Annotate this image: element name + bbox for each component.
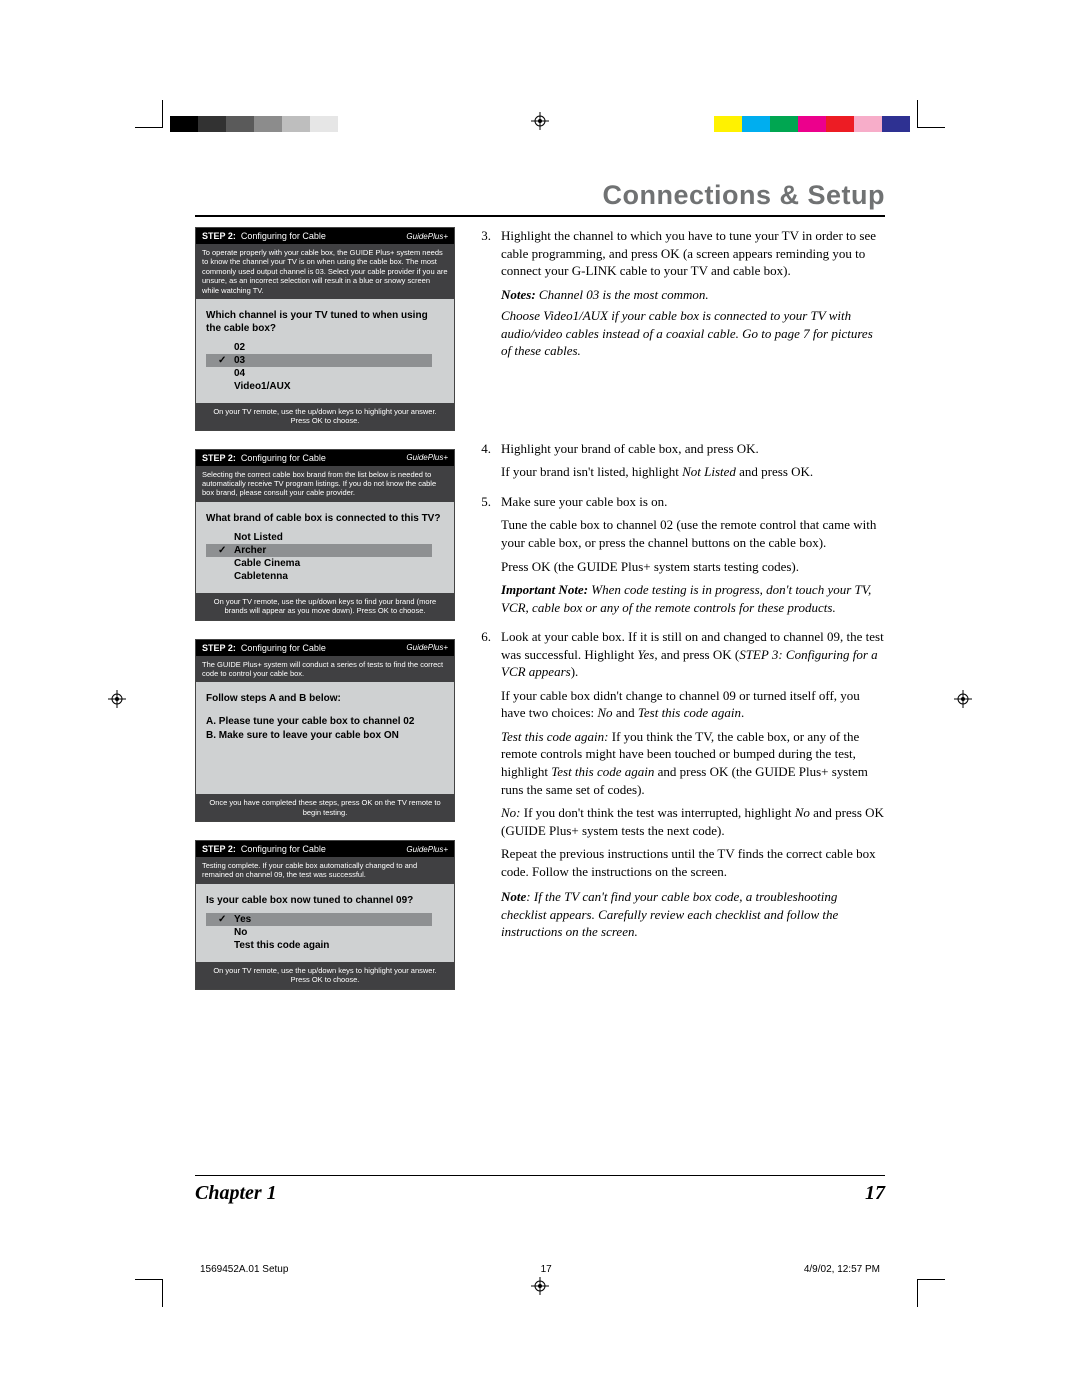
screen-list-item: Not Listed: [218, 531, 444, 544]
section-title: Connections & Setup: [195, 180, 885, 211]
screen-list-label: 04: [234, 368, 245, 379]
screen-footer: On your TV remote, use the up/down keys …: [196, 593, 454, 620]
crop-mark: [135, 1279, 163, 1307]
crop-mark: [135, 100, 163, 128]
screen-list: Not Listed ✓ Archer Cable Cinema Cabletenna: [196, 531, 454, 593]
screen-list-item: Video1/AUX: [218, 380, 444, 393]
color-swatch: [310, 116, 338, 132]
list-item: 5. Make sure your cable box is on. Tune …: [477, 493, 885, 622]
color-bar: [170, 116, 910, 132]
list-item: 6. Look at your cable box. If it is stil…: [477, 628, 885, 947]
color-swatch: [198, 116, 226, 132]
screen-list-item: Test this code again: [218, 939, 444, 952]
right-column: 3. Highlight the channel to which you ha…: [477, 227, 885, 990]
screen-list-label: Not Listed: [234, 532, 283, 543]
screen-list-item: Cable Cinema: [218, 557, 444, 570]
list-item: 4. Highlight your brand of cable box, an…: [477, 440, 885, 487]
color-swatch: [826, 116, 854, 132]
page-number: 17: [865, 1182, 885, 1205]
color-swatch: [282, 116, 310, 132]
screen-list-label: No: [234, 927, 247, 938]
screen-banner: Selecting the correct cable box brand fr…: [196, 466, 454, 502]
screen-header: STEP 2: Configuring for CableGuidePlus+: [196, 228, 454, 244]
registration-icon: [108, 690, 126, 708]
screen-banner: Testing complete. If your cable box auto…: [196, 857, 454, 884]
screen-list: 02 ✓ 03 04 Video1/AUX: [196, 341, 454, 403]
screen-question: Which channel is your TV tuned to when u…: [196, 299, 454, 341]
screen-panel: STEP 2: Configuring for CableGuidePlus+T…: [195, 840, 455, 990]
screen-question: Follow steps A and B below:: [196, 682, 454, 711]
crop-mark: [917, 1279, 945, 1307]
screen-body: A. Please tune your cable box to channel…: [196, 711, 454, 794]
screen-list-label: Cable Cinema: [234, 558, 300, 569]
screen-list-label: Archer: [234, 545, 266, 556]
screen-list-item: ✓ Archer: [206, 544, 432, 557]
color-swatch: [770, 116, 798, 132]
screen-list-item: 04: [218, 367, 444, 380]
screen-list-item: No: [218, 926, 444, 939]
screen-list: ✓ Yes No Test this code again: [196, 913, 454, 962]
screen-footer: Once you have completed these steps, pre…: [196, 794, 454, 821]
page-footer: Chapter 1 17: [195, 1175, 885, 1205]
color-swatch: [798, 116, 826, 132]
screen-list-label: 03: [234, 355, 245, 366]
chapter-label: Chapter 1: [195, 1182, 277, 1205]
imprint-date: 4/9/02, 12:57 PM: [804, 1264, 880, 1275]
screen-list-item: Cabletenna: [218, 570, 444, 583]
page: Connections & Setup STEP 2: Configuring …: [0, 0, 1080, 1397]
screen-header: STEP 2: Configuring for CableGuidePlus+: [196, 841, 454, 857]
screen-footer: On your TV remote, use the up/down keys …: [196, 962, 454, 989]
screen-list-item: ✓ Yes: [206, 913, 432, 926]
registration-icon: [954, 690, 972, 708]
imprint-mid: 17: [541, 1264, 552, 1275]
screen-header: STEP 2: Configuring for CableGuidePlus+: [196, 640, 454, 656]
color-swatch: [254, 116, 282, 132]
screen-banner: The GUIDE Plus+ system will conduct a se…: [196, 656, 454, 683]
color-swatch: [714, 116, 742, 132]
screen-panel: STEP 2: Configuring for CableGuidePlus+T…: [195, 639, 455, 823]
color-swatch: [882, 116, 910, 132]
imprint-doc: 1569452A.01 Setup: [200, 1264, 288, 1275]
screen-panel: STEP 2: Configuring for CableGuidePlus+S…: [195, 449, 455, 621]
imprint-line: 1569452A.01 Setup 17 4/9/02, 12:57 PM: [200, 1264, 880, 1275]
left-column: STEP 2: Configuring for CableGuidePlus+T…: [195, 227, 455, 990]
color-swatch: [226, 116, 254, 132]
screen-banner: To operate properly with your cable box,…: [196, 244, 454, 299]
screen-question: Is your cable box now tuned to channel 0…: [196, 884, 454, 913]
crop-mark: [917, 100, 945, 128]
screen-question: What brand of cable box is connected to …: [196, 502, 454, 531]
screen-list-label: 02: [234, 342, 245, 353]
notes-block: Notes: Channel 03 is the most common. Ch…: [501, 286, 885, 360]
color-swatch: [854, 116, 882, 132]
screen-list-item: 02: [218, 341, 444, 354]
check-icon: ✓: [218, 545, 228, 556]
screen-panel: STEP 2: Configuring for CableGuidePlus+T…: [195, 227, 455, 431]
color-swatch: [170, 116, 198, 132]
screen-list-label: Yes: [234, 914, 251, 925]
list-item: 3. Highlight the channel to which you ha…: [477, 227, 885, 280]
screen-list-label: Test this code again: [234, 940, 329, 951]
registration-icon: [531, 1277, 549, 1295]
screen-footer: On your TV remote, use the up/down keys …: [196, 403, 454, 430]
page-content: Connections & Setup STEP 2: Configuring …: [195, 180, 885, 1217]
color-swatch: [742, 116, 770, 132]
divider: [195, 215, 885, 217]
screen-list-label: Video1/AUX: [234, 381, 291, 392]
screen-header: STEP 2: Configuring for CableGuidePlus+: [196, 450, 454, 466]
check-icon: ✓: [218, 914, 228, 925]
check-icon: ✓: [218, 355, 228, 366]
screen-list-label: Cabletenna: [234, 571, 288, 582]
screen-list-item: ✓ 03: [206, 354, 432, 367]
